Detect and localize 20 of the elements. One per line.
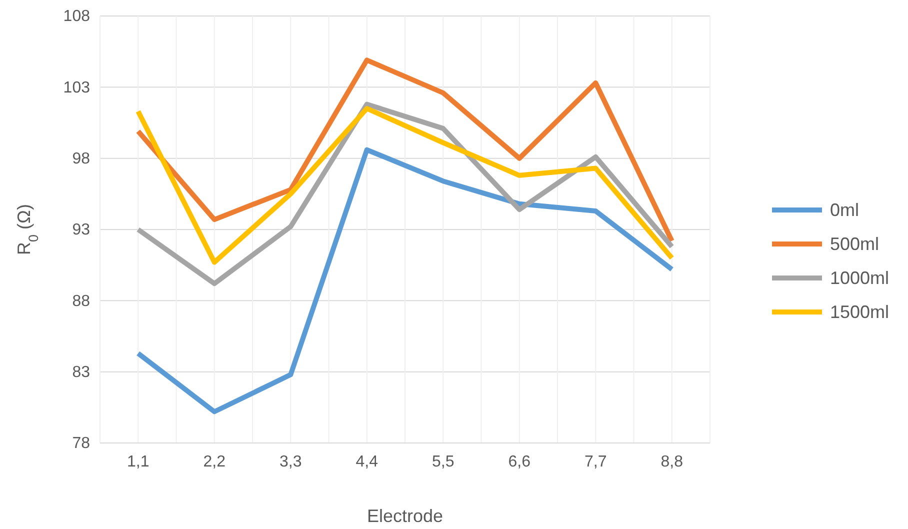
- x-tick-label: 7,7: [584, 453, 607, 470]
- legend-label: 1000ml: [830, 268, 890, 288]
- y-tick-label: 83: [72, 364, 90, 381]
- y-tick-label: 103: [63, 79, 90, 96]
- y-tick-label: 78: [72, 435, 90, 452]
- legend-label: 1500ml: [830, 302, 890, 322]
- x-tick-label: 8,8: [660, 453, 684, 470]
- x-tick-label: 1,1: [127, 453, 150, 470]
- y-tick-label: 93: [72, 222, 90, 239]
- x-tick-label: 5,5: [432, 453, 454, 470]
- x-tick-label: 3,3: [280, 453, 302, 470]
- x-tick-label: 2,2: [203, 453, 226, 470]
- y-tick-label: 98: [72, 150, 90, 168]
- x-axis-title: Electrode: [366, 506, 444, 526]
- legend-label: 500ml: [830, 234, 880, 254]
- x-tick-label: 6,6: [508, 453, 531, 470]
- y-tick-label: 108: [63, 8, 90, 26]
- y-tick-label: 88: [72, 292, 90, 310]
- x-tick-label: 4,4: [356, 453, 378, 470]
- legend-label: 0ml: [830, 200, 860, 220]
